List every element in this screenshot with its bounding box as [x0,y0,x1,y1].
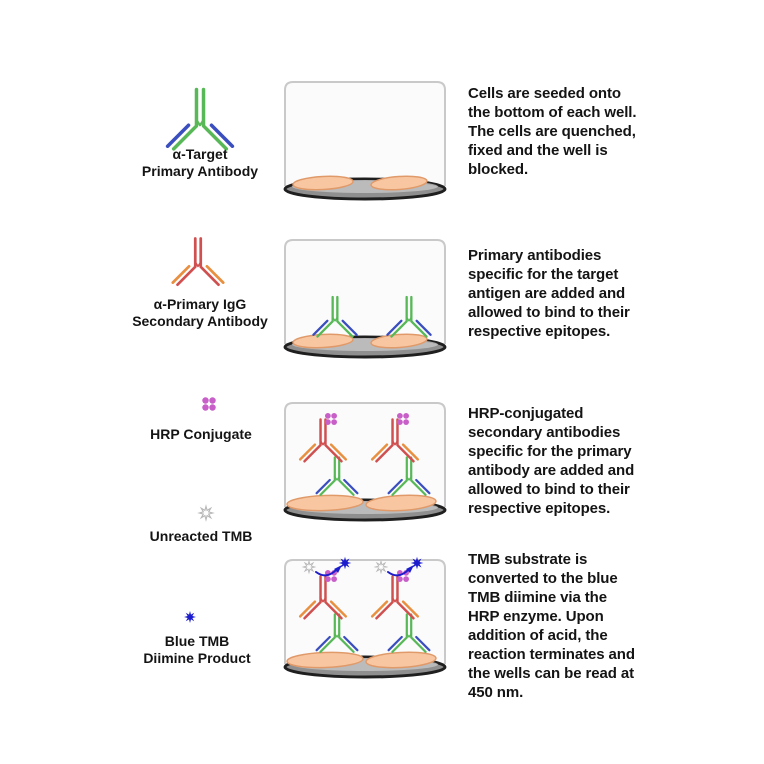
primary-antibody-label: α-Target Primary Antibody [141,146,259,179]
well-step-4 [283,552,447,679]
step-description-2: Primary antibodies specific for the targ… [468,247,630,340]
secondary-antibody-icon [171,237,225,287]
step-description-3: HRP-conjugated secondary antibodies spec… [468,405,635,517]
hrp-conjugate-label: HRP Conjugate [150,426,252,442]
blue-tmb-diimine-icon [184,611,196,623]
secondary-antibody-label: α-Primary IgG Secondary Antibody [132,296,268,329]
step-description-4: TMB substrate is converted to the blue T… [468,551,635,701]
well-step-1 [283,80,447,201]
hrp-conjugate-icon [202,397,216,411]
well-step-2 [283,238,447,359]
unreacted-tmb-label: Unreacted TMB [149,528,253,544]
well-step-3 [283,401,447,522]
step-description-1: Cells are seeded onto the bottom of each… [468,85,637,178]
unreacted-tmb-icon [198,505,214,521]
blue-tmb-diimine-label: Blue TMB Diimine Product [143,633,251,666]
